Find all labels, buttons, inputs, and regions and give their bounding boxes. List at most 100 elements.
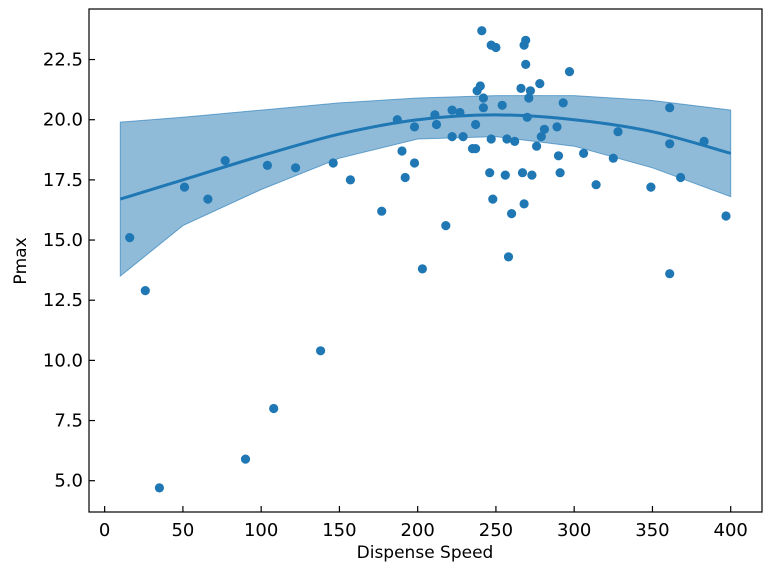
data-point: [455, 107, 465, 118]
data-point: [485, 168, 495, 178]
data-point: [497, 100, 507, 110]
data-point: [471, 119, 481, 130]
y-tick-label: 20.0: [43, 110, 83, 131]
data-point: [291, 163, 301, 173]
data-point: [475, 81, 485, 91]
y-tick-label: 17.5: [43, 170, 83, 191]
data-point: [579, 148, 589, 158]
plot-frame: [88, 8, 763, 513]
data-point: [377, 206, 387, 216]
data-point: [125, 233, 135, 243]
data-point: [488, 194, 498, 204]
y-tick-label: 10.0: [43, 350, 83, 371]
data-point: [140, 286, 150, 296]
x-tick-label: 300: [557, 520, 591, 541]
y-axis-label: Pmax: [11, 237, 31, 284]
x-tick-label: 150: [322, 520, 356, 541]
data-point: [392, 115, 402, 125]
y-tick-label: 12.5: [43, 290, 83, 311]
data-point: [477, 26, 487, 36]
data-point: [552, 122, 562, 132]
data-point: [447, 105, 457, 115]
data-point: [665, 139, 675, 149]
data-point: [441, 221, 451, 231]
y-tick-label: 15.0: [43, 230, 83, 251]
data-point: [345, 175, 355, 185]
data-point: [447, 132, 457, 142]
data-point: [536, 132, 546, 142]
data-point: [613, 127, 623, 137]
data-point: [555, 168, 565, 178]
y-axis-ticks: 5.0 7.5 10.0 12.5 15.0 17.5 20.0 22.5: [43, 50, 95, 492]
data-point: [521, 35, 531, 45]
x-tick-label: 250: [479, 520, 513, 541]
data-point: [591, 180, 601, 190]
x-tick-label: 50: [171, 520, 194, 541]
scatter-points-layer: [125, 26, 731, 493]
data-point: [524, 93, 534, 103]
data-point: [316, 346, 326, 356]
data-point: [525, 86, 536, 96]
data-point: [646, 182, 656, 192]
data-point: [262, 160, 272, 170]
fit-line: [119, 113, 732, 201]
confidence-band-layer: [119, 95, 732, 278]
data-point: [676, 172, 686, 183]
data-point: [539, 124, 550, 134]
data-point: [400, 172, 410, 183]
data-point: [430, 110, 440, 120]
data-point: [507, 209, 517, 219]
data-point: [179, 182, 190, 192]
x-axis-label: Dispense Speed: [357, 543, 494, 563]
data-point: [397, 146, 407, 156]
x-tick-label: 0: [99, 520, 110, 541]
data-point: [409, 122, 420, 132]
data-point: [665, 269, 675, 279]
data-point: [500, 170, 510, 180]
data-point: [431, 119, 442, 130]
data-point: [519, 199, 529, 209]
data-point: [417, 264, 427, 274]
confidence-band: [119, 95, 732, 278]
data-point: [699, 136, 709, 146]
x-tick-label: 350: [635, 520, 669, 541]
data-point: [553, 151, 564, 161]
x-tick-label: 200: [400, 520, 434, 541]
data-point: [269, 403, 279, 414]
plot-background: [89, 9, 762, 512]
data-point: [558, 98, 568, 108]
data-point: [522, 112, 532, 122]
y-tick-label: 7.5: [54, 411, 83, 432]
data-point: [502, 134, 512, 144]
y-tick-label: 22.5: [43, 50, 83, 71]
data-point: [471, 144, 481, 154]
x-tick-label: 100: [244, 520, 278, 541]
data-point: [532, 141, 542, 151]
y-tick-label: 5.0: [54, 471, 83, 492]
data-point: [409, 158, 420, 168]
data-point: [240, 454, 251, 464]
data-point: [154, 483, 164, 493]
data-point: [486, 134, 496, 144]
data-point: [535, 79, 545, 89]
data-point: [328, 158, 338, 168]
x-axis-ticks: 0 50 100 150 200 250 300 350 400: [99, 506, 748, 541]
data-point: [491, 42, 501, 53]
data-point: [527, 170, 537, 180]
data-point: [478, 103, 488, 113]
data-point: [220, 156, 230, 166]
fit-line-layer: [119, 113, 732, 201]
data-point: [458, 132, 468, 142]
data-point: [721, 211, 731, 221]
x-tick-label: 400: [714, 520, 748, 541]
data-point: [516, 83, 526, 93]
data-point: [503, 252, 514, 262]
data-point: [665, 103, 675, 113]
data-point: [203, 194, 213, 204]
data-point: [517, 168, 528, 178]
data-point: [478, 93, 488, 103]
data-point: [521, 59, 531, 69]
data-point: [608, 153, 618, 163]
data-point: [564, 67, 575, 77]
